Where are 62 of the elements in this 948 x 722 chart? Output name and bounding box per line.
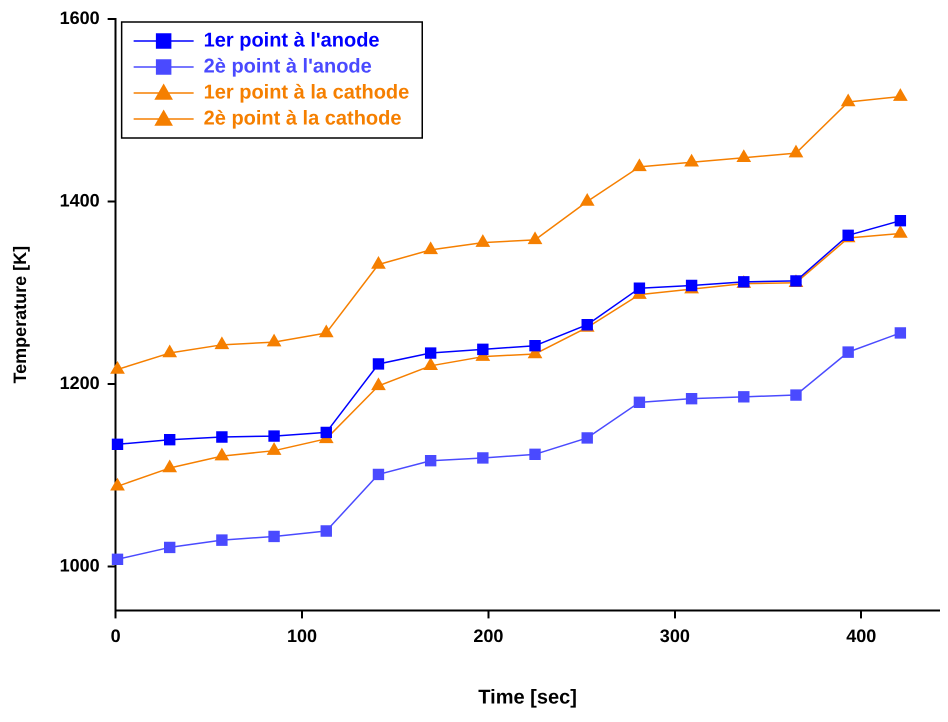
x-tick-label: 300 — [660, 626, 690, 646]
point — [164, 434, 176, 446]
point — [112, 554, 124, 565]
point — [842, 346, 854, 358]
point — [477, 344, 489, 356]
x-tick-label: 100 — [287, 626, 318, 646]
point — [372, 378, 386, 390]
point — [789, 145, 803, 158]
point — [110, 362, 124, 374]
point — [738, 391, 750, 403]
point — [580, 194, 594, 206]
point — [632, 159, 646, 172]
point — [894, 226, 908, 238]
point — [790, 389, 802, 401]
point — [894, 88, 908, 101]
point — [110, 478, 124, 491]
y-axis-title: Temperature [K] — [10, 246, 30, 384]
point — [267, 334, 281, 346]
y-tick-label: 1600 — [60, 8, 100, 28]
point — [529, 340, 541, 352]
point — [424, 455, 436, 466]
point — [319, 325, 334, 338]
point — [477, 452, 489, 464]
x-tick-label: 200 — [473, 626, 504, 646]
point — [320, 426, 332, 438]
point — [894, 327, 906, 339]
point — [424, 242, 438, 254]
legend-label: 2è point à l'anode — [204, 56, 372, 78]
point — [215, 337, 229, 350]
point — [216, 431, 228, 443]
point — [736, 150, 751, 162]
point — [582, 432, 593, 444]
point — [268, 530, 280, 542]
point — [528, 232, 542, 244]
point — [162, 345, 177, 358]
point — [634, 282, 646, 294]
point — [529, 448, 541, 460]
y-tick-label: 1200 — [60, 373, 100, 394]
point — [320, 525, 332, 537]
y-tick-label: 1400 — [60, 190, 100, 210]
point — [372, 468, 384, 480]
x-tick-label: 0 — [110, 626, 121, 646]
legend-label: 1er point à l'anode — [204, 30, 380, 52]
x-tick-label: 400 — [846, 626, 876, 646]
y-tick-label: 1000 — [60, 556, 100, 576]
point — [372, 358, 384, 370]
point — [686, 392, 698, 404]
point — [112, 438, 124, 450]
point — [372, 256, 386, 269]
legend-label: 2è point à la cathode — [204, 108, 402, 130]
point — [424, 358, 438, 370]
point — [841, 94, 855, 106]
x-axis-title: Time [sec] — [478, 686, 577, 709]
point — [634, 396, 646, 408]
point — [684, 154, 698, 167]
point — [216, 534, 228, 546]
point — [268, 430, 280, 442]
point — [164, 542, 176, 554]
point — [476, 234, 490, 247]
point — [424, 347, 436, 359]
legend-label: 1er point à la cathode — [204, 82, 410, 104]
point — [894, 214, 906, 226]
